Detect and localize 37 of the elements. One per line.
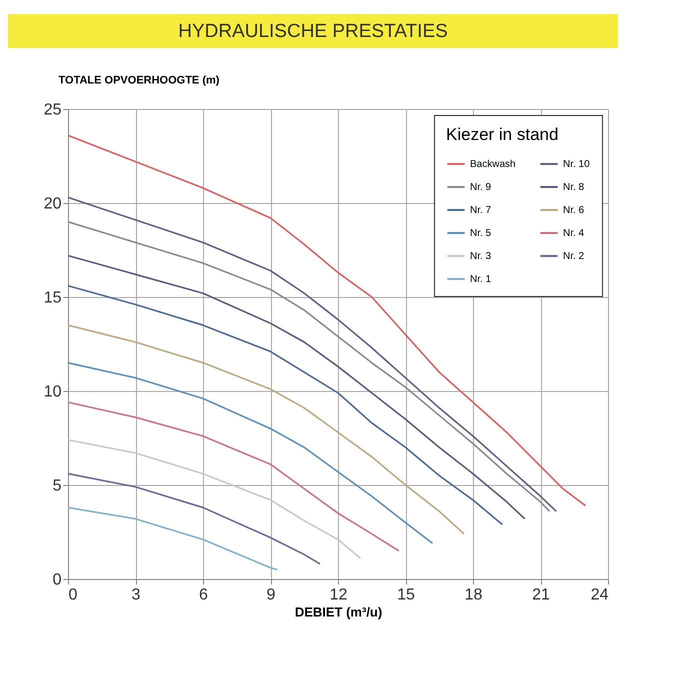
- x-tick-label: 6: [199, 586, 208, 604]
- line-series: [67, 401, 400, 552]
- x-tick-label: 24: [590, 586, 609, 604]
- legend-label: Nr. 2: [563, 251, 585, 262]
- x-tick-label: 18: [464, 586, 482, 604]
- line-series: [67, 324, 465, 535]
- legend-label: Nr. 1: [470, 274, 492, 285]
- legend-label: Nr. 9: [470, 182, 492, 193]
- y-tick-label: 10: [44, 384, 62, 400]
- y-tick-label: 5: [52, 478, 62, 494]
- line-series: [67, 439, 362, 560]
- legend-label: Nr. 4: [563, 228, 585, 239]
- line-series: [67, 506, 278, 570]
- legend-label: Nr. 3: [470, 251, 492, 262]
- y-tick-label: 25: [44, 102, 62, 118]
- chart-title: HYDRAULISCHE PRESTATIES: [178, 21, 448, 42]
- y-tick-label: 20: [44, 196, 62, 212]
- legend-title: Kiezer in stand: [446, 125, 558, 144]
- y-tick-label: 15: [44, 290, 62, 306]
- line-series: [67, 284, 504, 526]
- y-axis-title: TOTALE OPVOERHOOGTE (m): [58, 74, 220, 86]
- legend-label: Nr. 8: [563, 182, 585, 193]
- legend-label: Nr. 10: [563, 159, 590, 170]
- y-tick-label: 0: [52, 572, 62, 588]
- legend-label: Nr. 7: [470, 205, 492, 216]
- line-series: [67, 472, 321, 565]
- x-tick-label: 3: [132, 586, 141, 604]
- x-tick-label: 0: [68, 586, 78, 604]
- legend-label: Backwash: [470, 159, 516, 170]
- x-tick-label: 15: [397, 586, 415, 604]
- legend-label: Nr. 5: [470, 228, 492, 239]
- line-series: [67, 362, 434, 544]
- x-tick-label: 12: [330, 586, 348, 604]
- x-tick-label: 21: [532, 586, 550, 604]
- legend-label: Nr. 6: [563, 205, 585, 216]
- x-axis-title: DEBIET (m³/u): [294, 604, 382, 620]
- x-tick-label: 9: [266, 586, 276, 604]
